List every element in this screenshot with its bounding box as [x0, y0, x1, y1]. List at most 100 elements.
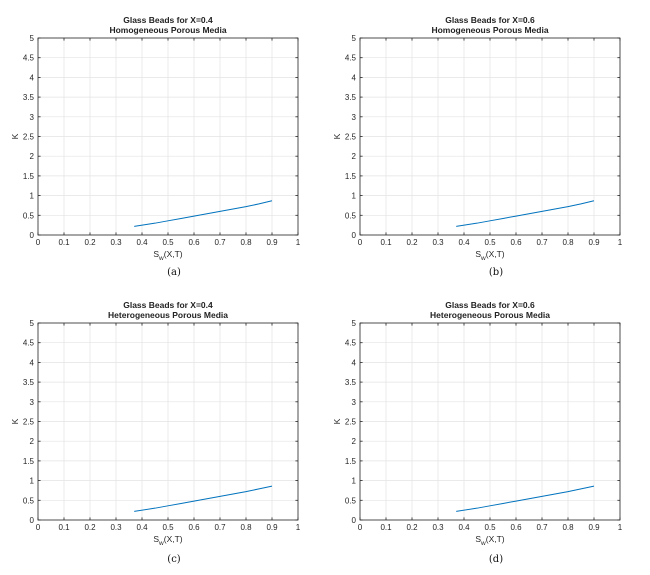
x-tick-label: 0.1	[58, 523, 70, 532]
x-axis-label-main: S	[153, 534, 159, 544]
x-tick-label: 0.3	[432, 238, 444, 247]
chart-panel-b: 0 0.1 0.2 0.3 0.4 0.5 0.6 0.7 0.8 0.9 1 0 0.5 1 1.5 2 2.…	[332, 15, 623, 278]
chart-title: Glass Beads for X=0.4	[123, 15, 213, 25]
y-tick-label: 3.5	[345, 378, 357, 387]
y-tick-label: 1.5	[23, 172, 35, 181]
x-tick-label: 0.4	[458, 238, 470, 247]
x-tick-label: 1	[296, 238, 301, 247]
x-tick-label: 0.5	[162, 238, 174, 247]
chart-title: Glass Beads for X=0.6	[445, 15, 535, 25]
x-tick-label: 0.9	[266, 238, 278, 247]
y-tick-label: 3	[352, 398, 357, 407]
x-tick-label: 0.1	[58, 238, 70, 247]
y-tick-label: 1	[352, 192, 357, 201]
x-tick-label: 0.8	[240, 523, 252, 532]
x-tick-label: 0.4	[136, 238, 148, 247]
x-tick-label: 0.7	[214, 238, 226, 247]
y-tick-label: 5	[30, 319, 35, 328]
x-tick-label: 0.9	[266, 523, 278, 532]
panel-caption: (b)	[489, 267, 503, 278]
x-tick-label: 0.2	[406, 523, 418, 532]
y-tick-label: 1	[352, 477, 357, 486]
x-tick-label: 0.8	[562, 238, 574, 247]
x-axis-label-subscript: w	[480, 540, 486, 547]
x-tick-label: 0.7	[214, 523, 226, 532]
chart-subtitle: Heterogeneous Porous Media	[108, 310, 228, 320]
x-tick-label: 1	[618, 523, 623, 532]
y-tick-label: 1.5	[345, 172, 357, 181]
y-tick-label: 0.5	[23, 496, 35, 505]
x-tick-label: 1	[296, 523, 301, 532]
chart-title: Glass Beads for X=0.6	[445, 300, 535, 310]
x-axis-label: Sw(X,T)	[475, 534, 504, 547]
x-tick-label: 0.7	[536, 238, 548, 247]
panel-caption: (a)	[167, 267, 181, 278]
x-tick-label: 0.2	[84, 238, 96, 247]
chart-panel-a: 0 0.1 0.2 0.3 0.4 0.5 0.6 0.7 0.8 0.9 1 0 0.5 1 1.5 2 2.…	[10, 15, 301, 278]
x-tick-label: 0	[36, 238, 41, 247]
x-axis-label: Sw(X,T)	[153, 534, 182, 547]
x-tick-label: 0.5	[484, 523, 496, 532]
x-tick-label: 0.6	[510, 238, 522, 247]
y-tick-label: 0	[352, 516, 357, 525]
y-tick-label: 4.5	[345, 339, 357, 348]
y-tick-label: 1	[30, 477, 35, 486]
x-tick-label: 0.8	[562, 523, 574, 532]
series-line	[134, 485, 273, 512]
y-tick-label: 3.5	[23, 378, 35, 387]
x-tick-label: 0.2	[406, 238, 418, 247]
series-line	[456, 485, 595, 512]
chart-subtitle: Homogeneous Porous Media	[431, 25, 548, 35]
x-tick-label: 0.3	[110, 523, 122, 532]
y-tick-label: 0	[30, 231, 35, 240]
x-tick-label: 0.5	[484, 238, 496, 247]
x-tick-label: 0.6	[510, 523, 522, 532]
y-axis-label: K	[10, 133, 20, 139]
x-axis-label: Sw(X,T)	[475, 249, 504, 262]
x-tick-label: 0.3	[432, 523, 444, 532]
x-tick-label: 0.5	[162, 523, 174, 532]
y-tick-label: 3.5	[345, 93, 357, 102]
y-tick-label: 2	[352, 437, 357, 446]
y-tick-label: 2.5	[23, 418, 35, 427]
y-tick-label: 0.5	[23, 211, 35, 220]
y-tick-label: 2.5	[23, 133, 35, 142]
x-tick-label: 0.1	[380, 523, 392, 532]
x-tick-label: 0.7	[536, 523, 548, 532]
x-tick-label: 0.1	[380, 238, 392, 247]
y-tick-label: 4	[30, 358, 35, 367]
x-axis-label-main: S	[475, 534, 481, 544]
chart-subtitle: Homogeneous Porous Media	[109, 25, 226, 35]
chart-title: Glass Beads for X=0.4	[123, 300, 213, 310]
x-tick-label: 0.6	[188, 238, 200, 247]
series-line	[134, 200, 273, 227]
chart-panel-c: 0 0.1 0.2 0.3 0.4 0.5 0.6 0.7 0.8 0.9 1 0 0.5 1 1.5 2 2.…	[10, 300, 301, 565]
x-tick-label: 1	[618, 238, 623, 247]
y-axis-label: K	[332, 418, 342, 424]
x-tick-label: 0	[36, 523, 41, 532]
x-tick-label: 0	[358, 523, 363, 532]
x-tick-label: 0.9	[588, 523, 600, 532]
x-tick-label: 0.9	[588, 238, 600, 247]
y-tick-label: 4	[352, 358, 357, 367]
y-axis-label: K	[332, 133, 342, 139]
y-axis-label: K	[10, 418, 20, 424]
y-tick-label: 2	[30, 152, 35, 161]
y-tick-label: 4.5	[345, 54, 357, 63]
y-tick-label: 5	[352, 34, 357, 43]
y-tick-label: 5	[30, 34, 35, 43]
y-tick-label: 4	[352, 73, 357, 82]
y-tick-label: 3.5	[23, 93, 35, 102]
x-axis-label-main: S	[475, 249, 481, 259]
y-tick-label: 4.5	[23, 54, 35, 63]
x-tick-label: 0.8	[240, 238, 252, 247]
y-tick-label: 1	[30, 192, 35, 201]
x-axis-label-subscript: w	[480, 255, 486, 262]
y-tick-label: 1.5	[345, 457, 357, 466]
x-axis-label-rest: (X,T)	[164, 534, 183, 544]
x-tick-label: 0.2	[84, 523, 96, 532]
x-tick-label: 0.3	[110, 238, 122, 247]
chart-panel-d: 0 0.1 0.2 0.3 0.4 0.5 0.6 0.7 0.8 0.9 1 0 0.5 1 1.5 2 2.…	[332, 300, 623, 565]
y-tick-label: 3	[352, 113, 357, 122]
y-tick-label: 0	[352, 231, 357, 240]
